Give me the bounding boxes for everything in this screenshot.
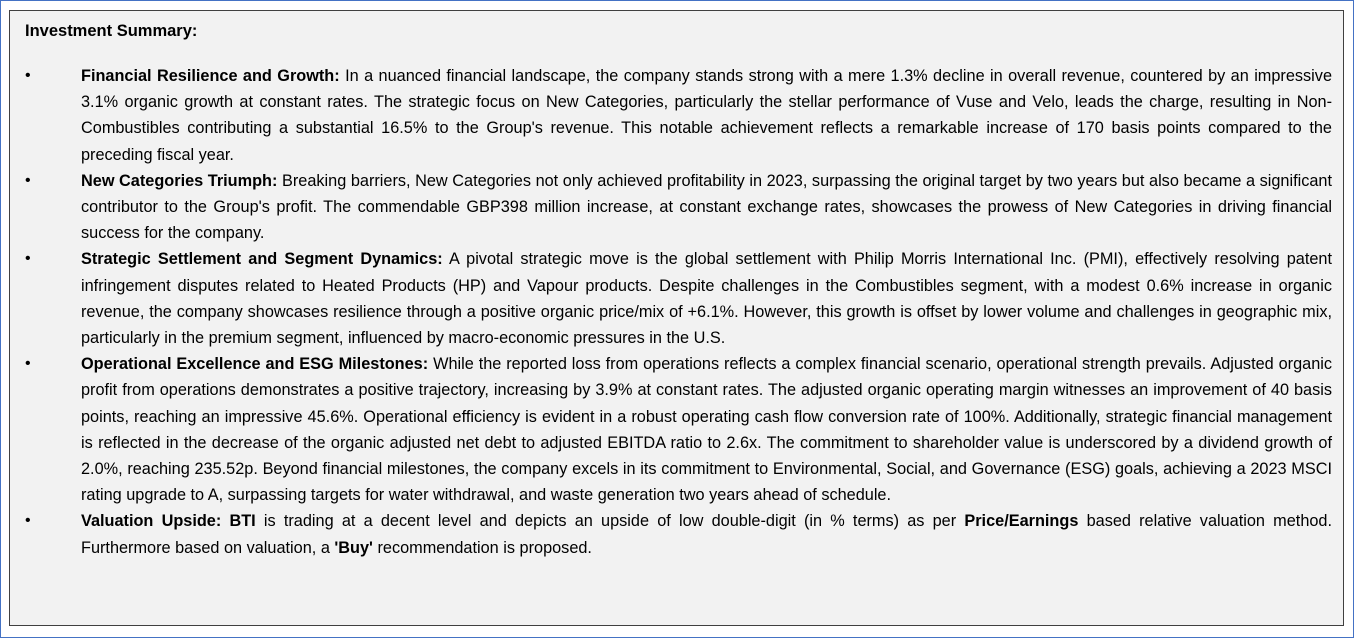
item-heading: New Categories Triumph: bbox=[81, 171, 278, 190]
bullet-icon: • bbox=[25, 355, 31, 373]
investment-summary-box: Investment Summary: • Financial Resilienc… bbox=[9, 10, 1344, 626]
item-heading: Financial Resilience and Growth: bbox=[81, 67, 340, 85]
recommendation: 'Buy' bbox=[334, 538, 373, 557]
item-text: A pivotal strategic move is the global s… bbox=[81, 250, 1332, 348]
item-text: based relative valuation method. Further… bbox=[81, 512, 1333, 557]
summary-list: • Financial Resilience and Growth: In a n… bbox=[25, 63, 1332, 561]
item-heading: Operational Excellence and ESG Milestone… bbox=[81, 355, 429, 374]
ticker: BTI bbox=[229, 512, 256, 531]
list-item-valuation: • Valuation Upside: BTI is trading at a d… bbox=[25, 508, 1332, 560]
section-title: Investment Summary: bbox=[25, 22, 198, 40]
list-item: • New Categories Triumph: Breaking barrie… bbox=[25, 168, 1332, 247]
item-text: In a nuanced financial landscape, the co… bbox=[81, 67, 1332, 164]
item-text: Breaking barriers, New Categories not on… bbox=[81, 171, 1332, 243]
bullet-icon: • bbox=[25, 512, 31, 530]
item-text: is trading at a decent level and depicts… bbox=[255, 512, 965, 531]
item-heading: Strategic Settlement and Segment Dynamic… bbox=[81, 250, 443, 269]
valuation-method: Price/Earnings bbox=[964, 512, 1079, 531]
list-item: • Operational Excellence and ESG Mileston… bbox=[25, 351, 1332, 508]
bullet-icon: • bbox=[25, 250, 31, 268]
item-heading: Valuation Upside: bbox=[81, 512, 222, 531]
bullet-icon: • bbox=[25, 67, 31, 84]
list-item: • Strategic Settlement and Segment Dynami… bbox=[25, 246, 1332, 351]
item-text: recommendation is proposed. bbox=[372, 538, 592, 557]
list-item: • Financial Resilience and Growth: In a n… bbox=[25, 63, 1332, 168]
bullet-icon: • bbox=[25, 171, 31, 189]
item-text: While the reported loss from operations … bbox=[81, 355, 1333, 505]
